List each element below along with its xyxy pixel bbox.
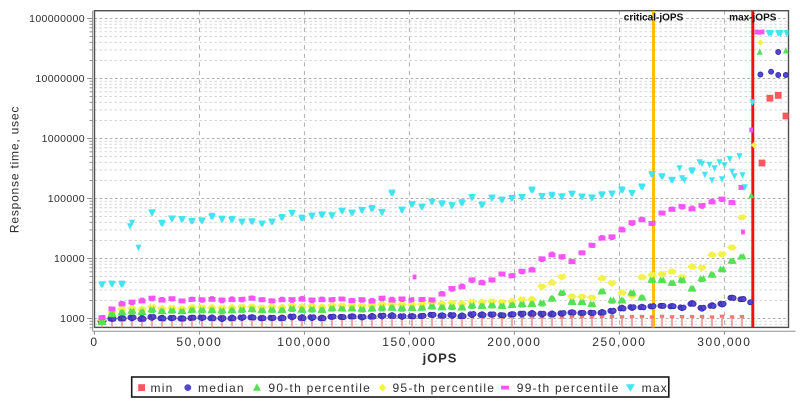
svg-text:90-th percentile: 90-th percentile xyxy=(268,381,371,395)
svg-text:critical-jOPS: critical-jOPS xyxy=(624,13,684,24)
svg-text:250,000: 250,000 xyxy=(592,335,646,349)
svg-text:100,000: 100,000 xyxy=(277,335,331,349)
svg-text:100000: 100000 xyxy=(48,193,85,205)
svg-text:200,000: 200,000 xyxy=(487,335,541,349)
svg-text:Response time, usec: Response time, usec xyxy=(8,106,22,233)
svg-text:0: 0 xyxy=(90,335,98,349)
svg-text:50,000: 50,000 xyxy=(176,335,222,349)
svg-text:1000000: 1000000 xyxy=(42,133,85,145)
svg-text:median: median xyxy=(198,381,245,395)
svg-text:150,000: 150,000 xyxy=(382,335,436,349)
svg-text:1000: 1000 xyxy=(60,313,85,325)
svg-text:max-jOPS: max-jOPS xyxy=(729,13,777,24)
svg-text:99-th percentile: 99-th percentile xyxy=(517,381,620,395)
svg-text:300,000: 300,000 xyxy=(697,335,751,349)
svg-text:10000000: 10000000 xyxy=(35,73,85,85)
svg-text:10000: 10000 xyxy=(54,253,85,265)
svg-text:min: min xyxy=(151,381,174,395)
svg-text:95-th percentile: 95-th percentile xyxy=(393,381,496,395)
svg-text:jOPS: jOPS xyxy=(422,351,458,366)
svg-text:100000000: 100000000 xyxy=(29,13,85,25)
svg-text:max: max xyxy=(642,381,668,395)
